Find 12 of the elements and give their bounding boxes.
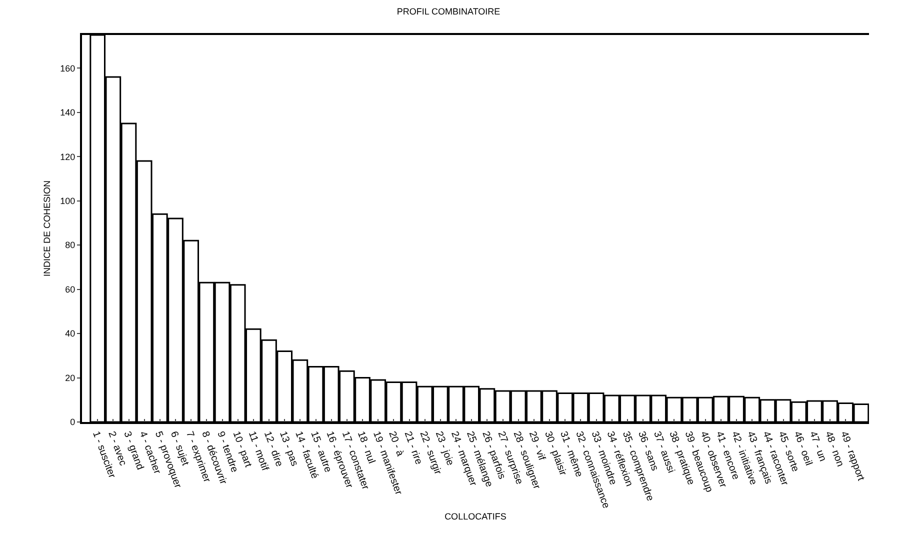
y-tick-label: 0: [70, 417, 76, 428]
y-tick-label: 60: [65, 284, 76, 294]
y-tick-label: 100: [60, 196, 76, 206]
y-tick-label: 40: [65, 328, 76, 339]
y-tick-label: 20: [65, 372, 76, 383]
y-tick-label: 80: [65, 240, 76, 250]
y-axis-title: INDICE DE COHESION: [42, 180, 52, 277]
x-axis-title: COLLOCATIFS: [444, 512, 506, 522]
chart-title: PROFIL COMBINATOIRE: [396, 6, 500, 17]
y-tick-label: 160: [60, 63, 76, 74]
y-tick-label: 120: [60, 152, 76, 162]
y-tick-label: 140: [60, 108, 76, 118]
